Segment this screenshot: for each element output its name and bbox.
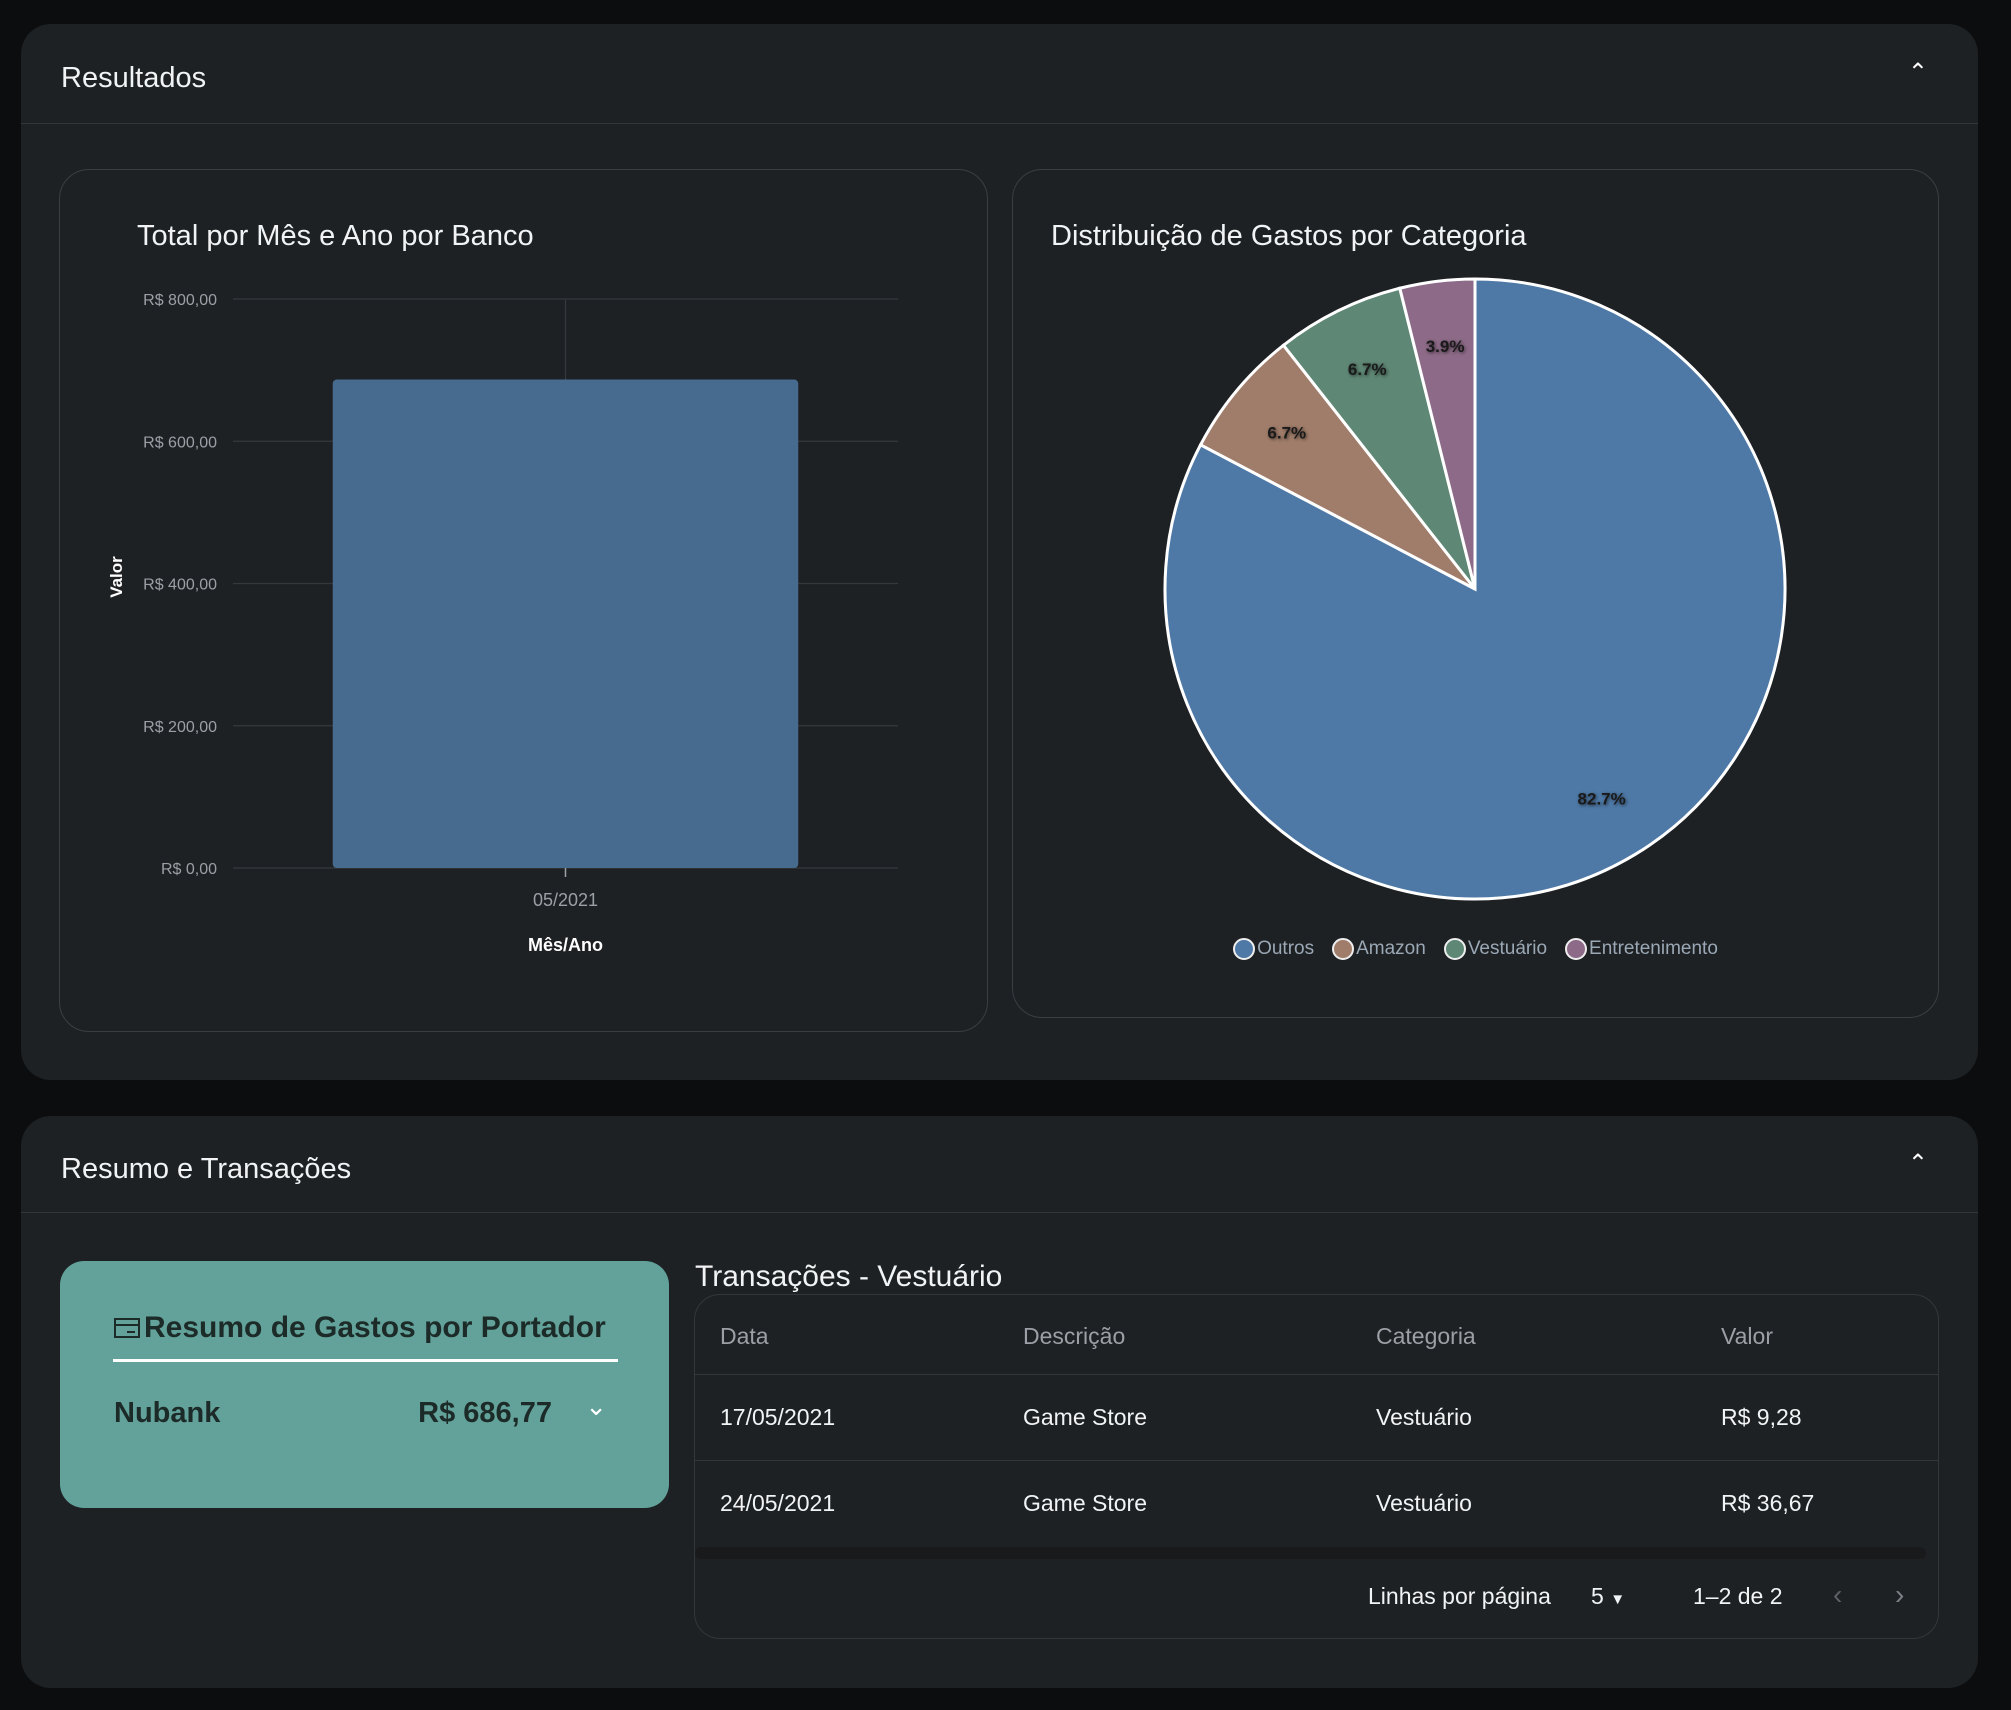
legend-swatch — [1332, 938, 1355, 960]
transactions-table: Data Descrição Categoria Valor 17/05/202… — [694, 1294, 1939, 1639]
pie-slice-amazon — [1198, 343, 1477, 591]
holder-summary-card: Resumo de Gastos por Portador Nubank R$ … — [60, 1261, 669, 1508]
legend-label: Vestuário — [1467, 938, 1548, 959]
x-axis-title: Mês/Ano — [528, 935, 603, 955]
legend-swatch — [1233, 938, 1256, 960]
cell-category: Vestuário — [1376, 1404, 1472, 1430]
x-tick-label: 05/2021 — [533, 890, 598, 910]
legend-item-entretenimento[interactable]: Entretenimento — [1565, 938, 1718, 960]
cell-value: R$ 36,67 — [1721, 1490, 1815, 1516]
summary-header[interactable]: Resumo e Transações ⌃ — [21, 1116, 1978, 1213]
y-tick-label: R$ 600,00 — [143, 434, 217, 451]
chevron-up-icon[interactable]: ⌃ — [1907, 1150, 1928, 1177]
legend-swatch — [1565, 938, 1588, 960]
cell-date: 24/05/2021 — [720, 1490, 836, 1516]
horizontal-scrollbar[interactable] — [695, 1547, 1926, 1559]
pagination-range: 1–2 de 2 — [1693, 1583, 1783, 1609]
pie-slice-entretenimento — [1397, 277, 1477, 590]
y-tick-label: R$ 400,00 — [143, 577, 217, 594]
chevron-down-icon[interactable]: ⌄ — [585, 1391, 607, 1421]
cell-date: 17/05/2021 — [720, 1404, 836, 1430]
y-axis-title: Valor — [107, 556, 126, 598]
caret-down-icon: ▼ — [1610, 1591, 1626, 1608]
legend-item-outros[interactable]: Outros — [1233, 938, 1314, 960]
chevron-right-icon[interactable]: › — [1895, 1579, 1905, 1610]
holder-summary-heading: Resumo de Gastos por Portador — [114, 1311, 606, 1345]
bar-chart: R$ 0,00 R$ 200,00 R$ 400,00 R$ 600,00 R$ 800… — [107, 292, 898, 955]
credit-card-icon — [114, 1318, 140, 1338]
rows-per-page-label: Linhas por página — [1368, 1583, 1551, 1609]
bar — [332, 379, 799, 868]
pie-data-label: 3.9% — [1426, 337, 1465, 356]
rows-per-page-value: 5 — [1591, 1583, 1604, 1609]
divider — [695, 1460, 1938, 1461]
results-title: Resultados — [61, 62, 207, 94]
legend-label: Entretenimento — [1589, 938, 1718, 959]
pie-chart-title: Distribuição de Gastos por Categoria — [1051, 220, 1527, 252]
column-header-categoria[interactable]: Categoria — [1376, 1323, 1476, 1349]
y-tick-label: R$ 0,00 — [161, 861, 217, 878]
bar-chart-title: Total por Mês e Ano por Banco — [137, 220, 534, 252]
chevron-up-icon[interactable]: ⌃ — [1907, 59, 1928, 86]
pie-data-label: 6.7% — [1267, 423, 1306, 442]
holder-summary-title: Resumo de Gastos por Portador — [144, 1311, 606, 1344]
y-tick-label: R$ 200,00 — [143, 719, 217, 736]
legend-item-amazon[interactable]: Amazon — [1332, 938, 1426, 960]
cell-description: Game Store — [1023, 1490, 1147, 1516]
pie-chart: 82.7% 6.7% 6.7% 3.9% — [1163, 277, 1787, 901]
cell-category: Vestuário — [1376, 1490, 1472, 1516]
holder-amount: R$ 686,77 — [418, 1397, 552, 1429]
column-header-data[interactable]: Data — [720, 1323, 769, 1349]
chevron-left-icon[interactable]: ‹ — [1833, 1579, 1843, 1610]
pie-data-label: 6.7% — [1348, 360, 1387, 379]
rows-per-page-select[interactable]: 5 ▼ — [1591, 1583, 1625, 1610]
divider — [113, 1359, 618, 1362]
legend-label: Outros — [1257, 938, 1315, 959]
holder-name: Nubank — [114, 1397, 221, 1429]
pie-data-label: 82.7% — [1578, 790, 1626, 809]
divider — [695, 1374, 1938, 1375]
y-tick-label: R$ 800,00 — [143, 292, 217, 309]
summary-title: Resumo e Transações — [61, 1153, 352, 1185]
legend-item-vestuario[interactable]: Vestuário — [1443, 938, 1548, 960]
pie-legend: Outros Amazon Vestuário Entretenimento — [1013, 938, 1938, 960]
pie-slice-vestuário — [1281, 286, 1477, 590]
legend-swatch — [1443, 938, 1466, 960]
pie-slice-outros — [1163, 277, 1787, 901]
results-header[interactable]: Resultados ⌃ — [21, 24, 1978, 124]
transactions-title: Transações - Vestuário — [695, 1260, 1003, 1293]
column-header-valor[interactable]: Valor — [1721, 1323, 1773, 1349]
cell-value: R$ 9,28 — [1721, 1404, 1802, 1430]
legend-label: Amazon — [1356, 938, 1426, 959]
cell-description: Game Store — [1023, 1404, 1147, 1430]
column-header-descricao[interactable]: Descrição — [1023, 1323, 1126, 1349]
